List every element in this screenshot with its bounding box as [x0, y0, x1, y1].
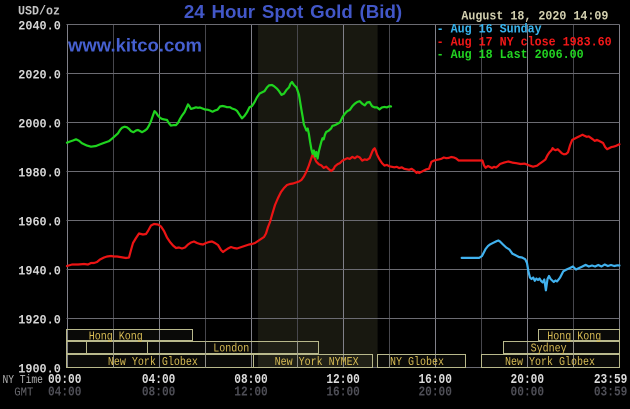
- svg-text:2000.0: 2000.0: [18, 116, 61, 131]
- svg-text:2020.0: 2020.0: [18, 67, 61, 82]
- svg-text:00:00: 00:00: [511, 386, 545, 401]
- svg-text:24 Hour Spot Gold (Bid): 24 Hour Spot Gold (Bid): [184, 1, 402, 22]
- svg-text:23:59: 23:59: [594, 373, 628, 388]
- svg-text:1920.0: 1920.0: [18, 312, 61, 327]
- svg-text:1960.0: 1960.0: [18, 214, 61, 229]
- svg-text:1980.0: 1980.0: [18, 165, 61, 180]
- svg-text:04:00: 04:00: [48, 386, 82, 401]
- svg-text:20:00: 20:00: [418, 386, 452, 401]
- svg-text:12:00: 12:00: [326, 373, 360, 388]
- svg-text:08:00: 08:00: [234, 373, 268, 388]
- svg-text:www.kitco.com: www.kitco.com: [67, 35, 202, 56]
- svg-text:04:00: 04:00: [142, 373, 176, 388]
- svg-text:2040.0: 2040.0: [18, 18, 61, 33]
- svg-text:NY Time: NY Time: [3, 373, 43, 387]
- svg-text:1900.0: 1900.0: [18, 361, 61, 376]
- svg-text:Hong Kong: Hong Kong: [89, 329, 143, 343]
- svg-text:August 18, 2020 14:09: August 18, 2020 14:09: [461, 8, 608, 23]
- svg-text:NY Globex: NY Globex: [390, 355, 444, 369]
- svg-text:New York Globex: New York Globex: [505, 355, 595, 369]
- svg-text:08:00: 08:00: [142, 386, 176, 401]
- svg-text:00:00: 00:00: [48, 373, 82, 388]
- svg-text:03:59: 03:59: [594, 386, 628, 401]
- svg-text:Hong Kong: Hong Kong: [547, 329, 601, 343]
- svg-text:16:00: 16:00: [418, 373, 452, 388]
- svg-text:16:00: 16:00: [326, 386, 360, 401]
- svg-text:- Aug 18 Last 2006.00: - Aug 18 Last 2006.00: [437, 47, 584, 62]
- svg-text:USD/oz: USD/oz: [18, 4, 60, 18]
- svg-text:GMT: GMT: [14, 386, 33, 400]
- svg-text:- Aug 16 Sunday: - Aug 16 Sunday: [437, 22, 542, 37]
- svg-text:- Aug 17 NY close 1983.60: - Aug 17 NY close 1983.60: [437, 34, 612, 49]
- svg-text:20:00: 20:00: [511, 373, 545, 388]
- svg-text:New York Globex: New York Globex: [108, 355, 198, 369]
- svg-text:Sydney: Sydney: [531, 341, 567, 355]
- svg-text:1940.0: 1940.0: [18, 263, 61, 278]
- svg-text:New York NYMEX: New York NYMEX: [275, 355, 359, 369]
- svg-text:12:00: 12:00: [234, 386, 268, 401]
- svg-text:London: London: [213, 341, 249, 355]
